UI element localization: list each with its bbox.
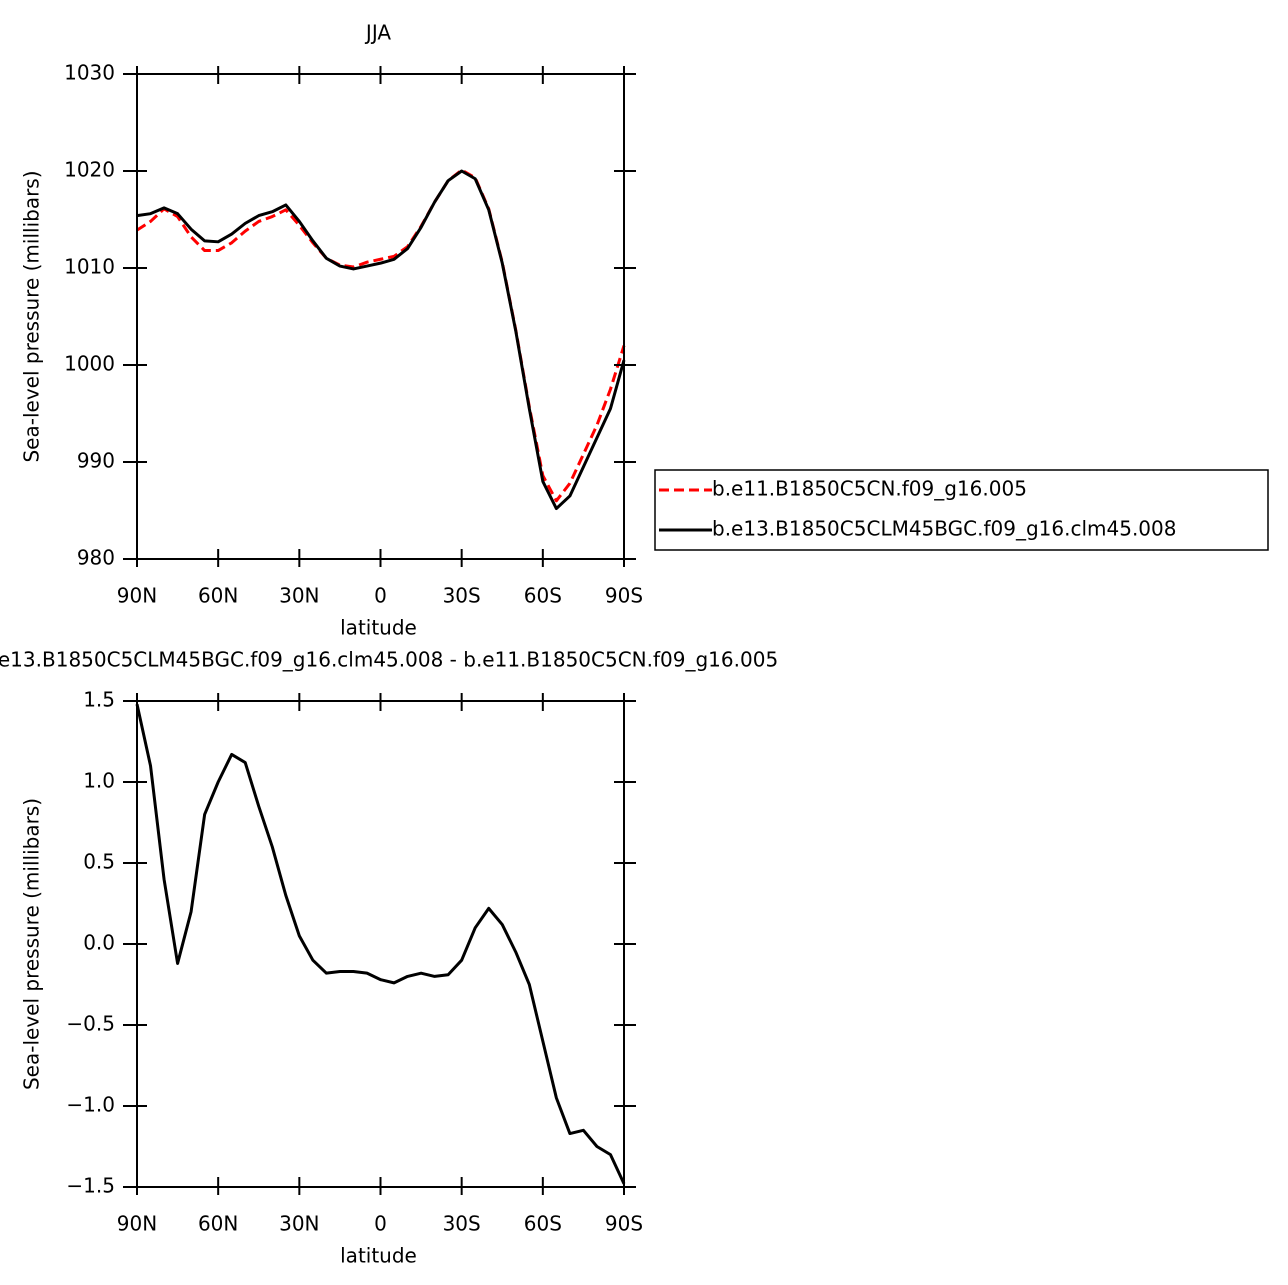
x-tick-label: 90N — [117, 1212, 157, 1236]
y-tick-label: 1000 — [64, 352, 115, 376]
plot-frame — [136, 73, 625, 560]
chart-title: b.e13.B1850C5CLM45BGC.f09_g16.clm45.008 … — [0, 648, 778, 672]
y-tick-label: 1.5 — [83, 688, 115, 712]
y-tick-label: 980 — [77, 546, 115, 570]
y-tick-label: 1030 — [64, 61, 115, 85]
x-tick-label: 90N — [117, 584, 157, 608]
x-tick-label: 60N — [198, 584, 238, 608]
chart-title: JJA — [364, 21, 391, 45]
x-tick-label: 90S — [605, 1212, 643, 1236]
plot-frame — [136, 700, 625, 1188]
y-tick-label: 1010 — [64, 255, 115, 279]
x-tick-label: 90S — [605, 584, 643, 608]
x-tick-label: 60S — [524, 1212, 562, 1236]
y-tick-label: −1.0 — [66, 1093, 115, 1117]
x-tick-label: 60S — [524, 584, 562, 608]
y-tick-label: 0.0 — [83, 931, 115, 955]
legend-box — [654, 469, 1269, 551]
y-tick-label: 0.5 — [83, 850, 115, 874]
legend-label: b.e13.B1850C5CLM45BGC.f09_g16.clm45.008 — [712, 517, 1176, 541]
y-axis-label: Sea-level pressure (millibars) — [20, 798, 44, 1090]
data-line — [135, 703, 626, 1185]
x-tick-label: 0 — [374, 584, 387, 608]
y-tick-label: −0.5 — [66, 1012, 115, 1036]
x-tick-label: 30N — [279, 1212, 319, 1236]
y-tick-label: −1.5 — [66, 1174, 115, 1198]
data-line — [136, 168, 626, 503]
x-axis-label: latitude — [340, 616, 417, 640]
legend-label: b.e11.B1850C5CN.f09_g16.005 — [712, 477, 1027, 501]
x-tick-label: 0 — [374, 1212, 387, 1236]
data-line — [136, 169, 626, 511]
x-tick-label: 30N — [279, 584, 319, 608]
x-axis-label: latitude — [340, 1244, 417, 1268]
y-tick-label: 1020 — [64, 158, 115, 182]
y-axis-label: Sea-level pressure (millibars) — [20, 170, 44, 462]
x-tick-label: 30S — [443, 584, 481, 608]
y-tick-label: 990 — [77, 449, 115, 473]
y-tick-label: 1.0 — [83, 769, 115, 793]
x-tick-label: 30S — [443, 1212, 481, 1236]
x-tick-label: 60N — [198, 1212, 238, 1236]
